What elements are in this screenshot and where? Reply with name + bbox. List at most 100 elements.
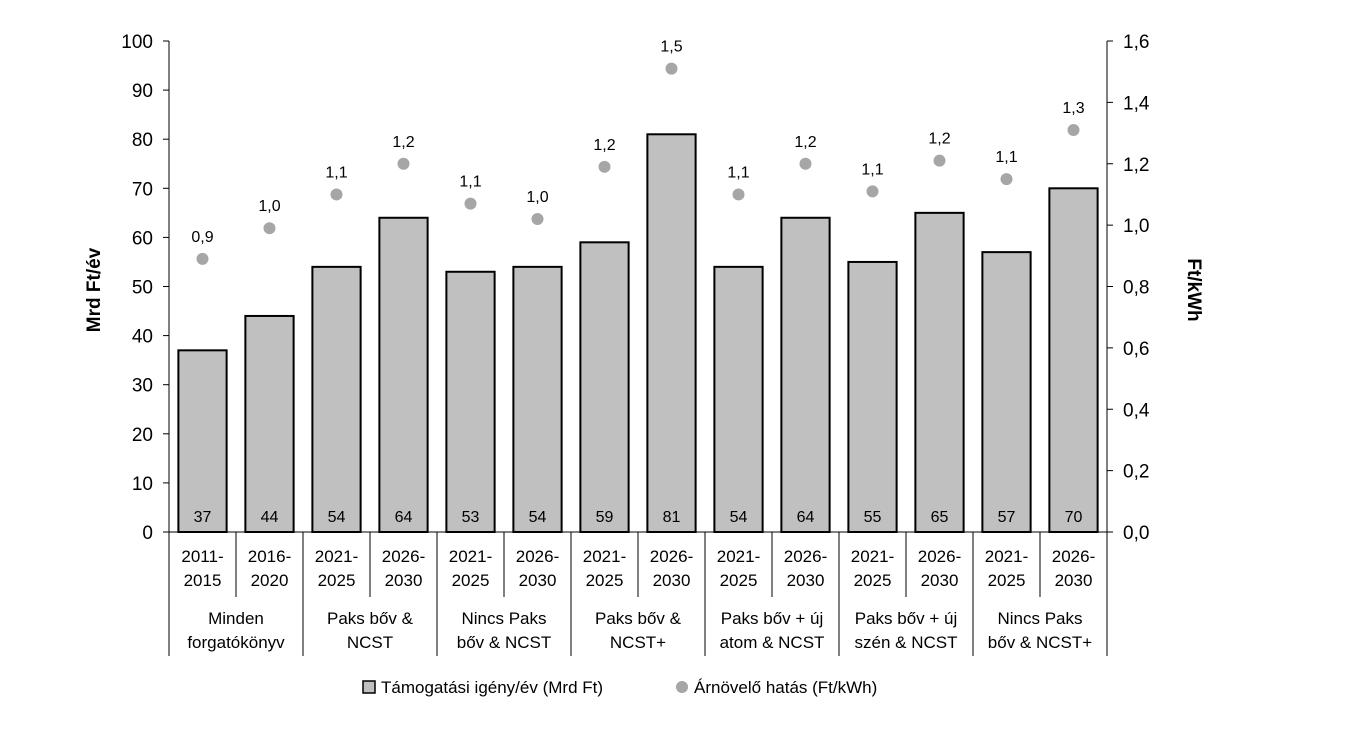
bar-value-label: 59 bbox=[596, 509, 614, 526]
period-label: 2021-2025 bbox=[851, 547, 894, 590]
bar bbox=[914, 211, 965, 533]
point bbox=[799, 157, 812, 170]
y-right-tick-label: 0,4 bbox=[1123, 400, 1150, 421]
y-left-tick-label: 40 bbox=[132, 327, 153, 348]
point-value-label: 1,5 bbox=[660, 39, 682, 56]
point bbox=[933, 154, 946, 167]
y-axis-left-title: Mrd Ft/év bbox=[84, 247, 105, 332]
bar-value-label: 44 bbox=[261, 509, 279, 526]
bar bbox=[713, 265, 764, 533]
y-left-tick-label: 80 bbox=[132, 130, 153, 151]
group-label: Paks bőv + új szén & NCST bbox=[855, 609, 958, 652]
point-value-label: 1,2 bbox=[593, 137, 615, 154]
bar bbox=[847, 260, 898, 533]
y-right-tick-label: 1,4 bbox=[1123, 93, 1150, 114]
point-value-label: 1,2 bbox=[928, 131, 950, 148]
bar bbox=[646, 133, 697, 533]
point-value-label: 1,1 bbox=[861, 161, 883, 178]
legend-label-point: Árnövelő hatás (Ft/kWh) bbox=[694, 678, 877, 697]
point-value-label: 1,1 bbox=[727, 164, 749, 181]
point-value-label: 1,0 bbox=[258, 198, 280, 215]
group-label: Minden forgatókönyv bbox=[187, 609, 285, 652]
bar bbox=[512, 265, 563, 533]
category-axis: 2011-2015 2016-2020 2021-2025 2026-2030 2021… bbox=[168, 532, 1108, 656]
y-left-tick-label: 30 bbox=[132, 376, 153, 397]
point bbox=[397, 157, 410, 170]
bar bbox=[981, 251, 1032, 533]
bar bbox=[445, 270, 496, 533]
y-left-tick-label: 70 bbox=[132, 179, 153, 200]
point-value-label: 1,2 bbox=[794, 134, 816, 151]
y-right-tick-label: 0,8 bbox=[1123, 278, 1149, 299]
period-label: 2026-2030 bbox=[918, 547, 961, 590]
bar-value-label: 70 bbox=[1065, 509, 1083, 526]
point bbox=[1000, 173, 1013, 186]
bar-value-label: 65 bbox=[931, 509, 949, 526]
group-label: Paks bőv + új atom & NCST bbox=[720, 609, 825, 652]
period-label: 2026-2030 bbox=[784, 547, 827, 590]
y-axis-right-title: Ft/kWh bbox=[1183, 258, 1204, 321]
bar bbox=[311, 265, 362, 533]
bar bbox=[244, 314, 295, 533]
y-left-tick-label: 100 bbox=[121, 32, 153, 53]
point-value-label: 1,1 bbox=[459, 174, 481, 191]
bar bbox=[378, 216, 429, 533]
y-left-tick-label: 10 bbox=[132, 474, 153, 495]
group-label: Paks bőv & NCST bbox=[327, 609, 414, 652]
point-value-label: 1,2 bbox=[392, 134, 414, 151]
group-label: Paks bőv & NCST+ bbox=[595, 609, 682, 652]
bar-value-label: 57 bbox=[998, 509, 1016, 526]
bar-value-label: 55 bbox=[864, 509, 882, 526]
bar bbox=[1048, 187, 1099, 534]
bar-value-label: 64 bbox=[395, 509, 413, 526]
point bbox=[665, 62, 678, 75]
group-label: Nincs Paks bőv & NCST bbox=[457, 609, 551, 652]
bar-value-label: 54 bbox=[730, 509, 748, 526]
y-left-tick-label: 60 bbox=[132, 228, 153, 249]
legend-swatch-bar bbox=[362, 680, 376, 694]
y-left-tick-label: 50 bbox=[132, 278, 153, 299]
y-right-tick-label: 1,0 bbox=[1123, 216, 1149, 237]
y-right-tick-label: 0,2 bbox=[1123, 462, 1149, 483]
point bbox=[464, 197, 477, 210]
bar-value-label: 54 bbox=[529, 509, 547, 526]
y-right-tick-label: 1,2 bbox=[1123, 155, 1149, 176]
period-label: 2021-2025 bbox=[449, 547, 492, 590]
period-label: 2016-2020 bbox=[248, 547, 291, 590]
bar-value-label: 37 bbox=[194, 509, 212, 526]
axes: 0 10 20 30 40 50 60 70 80 90 100 0,0 0,2 0,4 0,6 0,8 1,0… bbox=[121, 32, 1150, 544]
point-value-label: 1,0 bbox=[526, 189, 548, 206]
bar-value-label: 53 bbox=[462, 509, 480, 526]
period-label: 2021-2025 bbox=[315, 547, 358, 590]
bar-value-label: 54 bbox=[328, 509, 346, 526]
point bbox=[531, 212, 544, 225]
y-left-tick-label: 20 bbox=[132, 425, 153, 446]
chart-marks: 37 44 54 64 53 54 59 81 54 64 55 65 57 70 0,9 1,0 1,1 1,2… bbox=[177, 39, 1099, 534]
y-right-tick-label: 1,6 bbox=[1123, 32, 1149, 53]
point-value-label: 1,1 bbox=[325, 164, 347, 181]
bar bbox=[579, 241, 630, 533]
y-left-tick-label: 90 bbox=[132, 81, 153, 102]
period-label: 2021-2025 bbox=[717, 547, 760, 590]
period-label: 2021-2025 bbox=[985, 547, 1028, 590]
period-label: 2026-2030 bbox=[516, 547, 559, 590]
legend: Támogatási igény/év (Mrd Ft) Árnövelő hat… bbox=[362, 678, 877, 697]
point-value-label: 1,3 bbox=[1062, 100, 1084, 117]
point-value-label: 0,9 bbox=[191, 229, 213, 246]
point-value-label: 1,1 bbox=[995, 149, 1017, 166]
point bbox=[1067, 123, 1080, 136]
point bbox=[598, 160, 611, 173]
legend-label-bar: Támogatási igény/év (Mrd Ft) bbox=[381, 678, 603, 697]
period-label: 2011-2015 bbox=[181, 547, 223, 590]
point bbox=[263, 222, 276, 235]
period-label: 2026-2030 bbox=[1052, 547, 1095, 590]
y-right-tick-label: 0,6 bbox=[1123, 339, 1149, 360]
period-label: 2026-2030 bbox=[650, 547, 693, 590]
point bbox=[866, 185, 879, 198]
bar-value-label: 64 bbox=[797, 509, 815, 526]
point bbox=[330, 188, 343, 201]
bar-value-label: 81 bbox=[663, 509, 681, 526]
period-label: 2026-2030 bbox=[382, 547, 425, 590]
point bbox=[196, 252, 209, 265]
